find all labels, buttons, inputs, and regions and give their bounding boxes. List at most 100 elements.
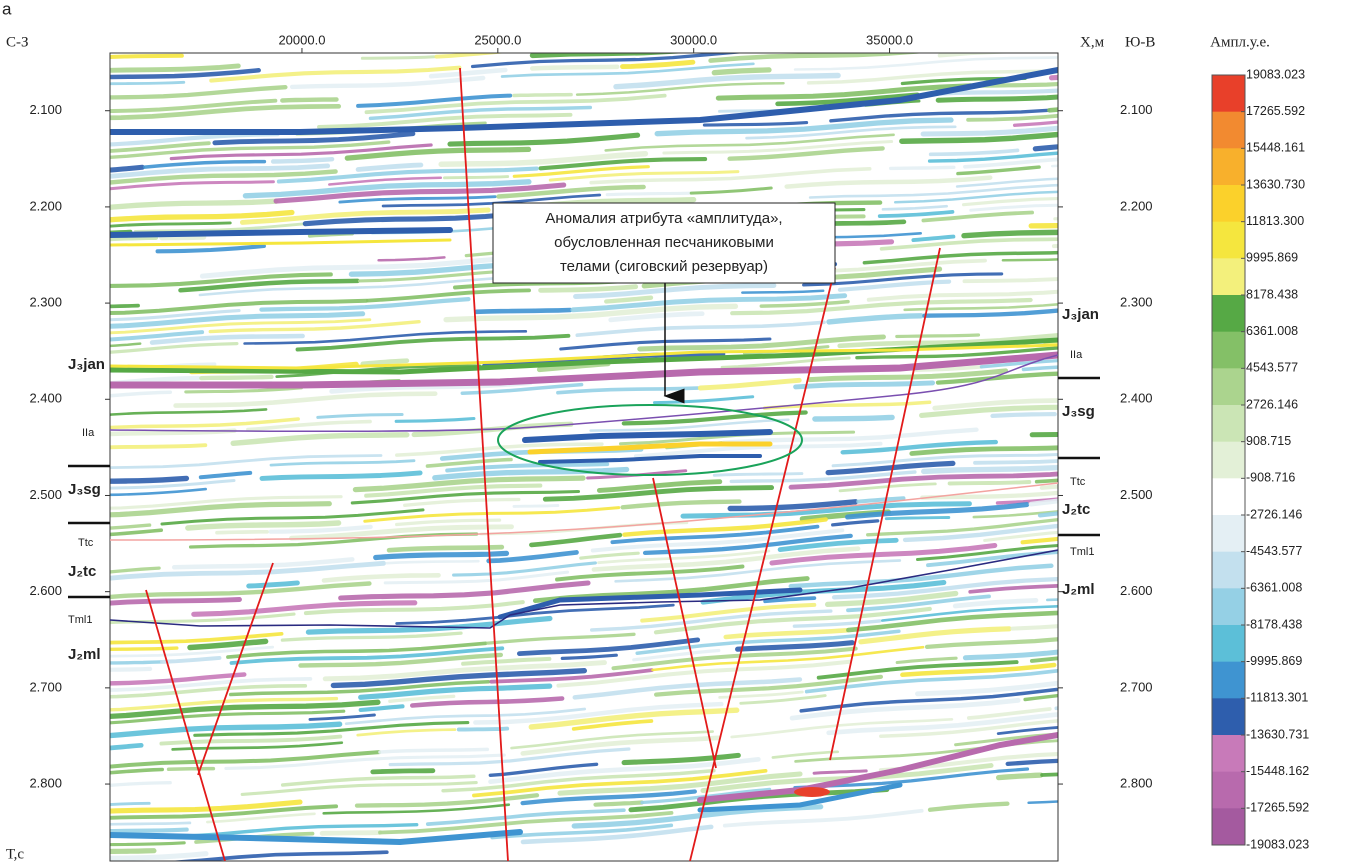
reflector <box>623 62 693 66</box>
y-tick-label: 2.600 <box>1120 583 1153 598</box>
x-tick-label: 30000.0 <box>670 32 717 47</box>
colorbar-segment <box>1212 735 1245 772</box>
horizon-label: Ttc <box>1070 476 1086 488</box>
reflector <box>90 783 170 787</box>
colorbar-segment <box>1212 295 1245 332</box>
reflector <box>90 42 199 46</box>
reflector <box>794 621 880 626</box>
colorbar-segment <box>1212 75 1245 112</box>
reflector <box>581 553 638 558</box>
reflector <box>1057 4 1345 17</box>
reflector <box>913 237 953 241</box>
reflector <box>90 445 205 448</box>
y-tick-label: 2.300 <box>29 295 62 310</box>
colorbar-segment <box>1212 772 1245 809</box>
horizon-label: J₂tc <box>1062 501 1090 518</box>
reflector <box>90 21 225 27</box>
reflector <box>993 414 1055 416</box>
reflector <box>1031 223 1132 226</box>
reflector <box>249 583 298 586</box>
reflector <box>284 2 491 12</box>
reflector <box>682 15 813 25</box>
reflector <box>742 291 823 293</box>
reflector <box>607 193 690 195</box>
reflector <box>90 223 230 228</box>
reflector <box>262 473 420 479</box>
reflector <box>405 500 519 506</box>
reflector <box>201 377 271 378</box>
reflector <box>90 201 276 209</box>
reflector <box>379 257 445 260</box>
reflector <box>363 361 407 364</box>
reflector <box>1068 642 1155 652</box>
x-tick-label: 25000.0 <box>474 32 521 47</box>
reflector <box>829 316 921 322</box>
reflector <box>90 854 206 859</box>
horizon-label: Ttc <box>78 537 94 549</box>
reflector <box>228 643 486 657</box>
horizon-label: J₃sg <box>1062 403 1095 420</box>
horizon-label: IIa <box>1070 349 1083 361</box>
reflector <box>282 100 336 101</box>
reflector <box>624 519 825 534</box>
reflector <box>519 640 697 654</box>
reflector <box>691 188 771 193</box>
reflector <box>606 298 651 302</box>
key-reflector <box>540 456 760 462</box>
reflector <box>761 302 848 307</box>
reflector <box>463 659 549 664</box>
reflector <box>462 19 632 29</box>
y-tick-label: 2.300 <box>1120 295 1153 310</box>
reflector <box>623 502 740 508</box>
colorbar-label: 4543.577 <box>1246 361 1298 375</box>
horizon-label: J₂ml <box>68 646 101 663</box>
colorbar-segment <box>1212 258 1245 295</box>
reflector <box>577 322 824 335</box>
reflector <box>835 17 951 21</box>
x-tick-label: 20000.0 <box>278 32 325 47</box>
colorbar-label: -6361.008 <box>1246 581 1302 595</box>
reflector <box>454 563 596 575</box>
reflector <box>886 518 949 519</box>
reflector <box>90 823 190 825</box>
reflector <box>767 22 814 25</box>
reflector <box>773 752 838 758</box>
reflector <box>322 833 380 834</box>
colorbar-label: -908.716 <box>1246 471 1295 485</box>
y-tick-label: 2.800 <box>1120 775 1153 790</box>
reflector <box>930 804 1007 810</box>
reflector <box>90 19 358 33</box>
reflector <box>964 189 1245 205</box>
key-reflector <box>110 240 450 245</box>
reflector <box>396 419 474 422</box>
y-tick-label: 2.100 <box>1120 102 1153 117</box>
callout-text: обусловленная песчаниковыми <box>554 234 774 251</box>
key-reflector <box>110 832 520 842</box>
colorbar-label: 15448.161 <box>1246 141 1305 155</box>
reflector <box>292 78 483 87</box>
reflector <box>90 843 184 845</box>
reflector <box>188 523 339 528</box>
reflector <box>897 658 956 662</box>
reflector <box>169 769 214 770</box>
y-tick-label: 2.200 <box>29 198 62 213</box>
colorbar-label: -4543.577 <box>1246 544 1302 558</box>
reflector <box>158 246 264 251</box>
colorbar-segment <box>1212 478 1245 515</box>
reflector <box>596 803 642 805</box>
reflector <box>950 482 1030 484</box>
reflector <box>162 510 423 524</box>
colorbar-label: -15448.162 <box>1246 764 1309 778</box>
reflector <box>999 775 1041 778</box>
reflector <box>1052 163 1172 166</box>
reflector <box>835 222 904 224</box>
reflector <box>387 561 479 563</box>
reflector <box>241 15 324 21</box>
horizon-label: Tml1 <box>1070 546 1094 558</box>
reflector <box>541 287 636 291</box>
callout-text: Аномалия атрибута «амплитуда», <box>545 210 782 227</box>
reflector <box>814 771 866 773</box>
reflector <box>90 167 142 171</box>
reflector <box>971 196 1230 210</box>
fault <box>460 68 508 861</box>
